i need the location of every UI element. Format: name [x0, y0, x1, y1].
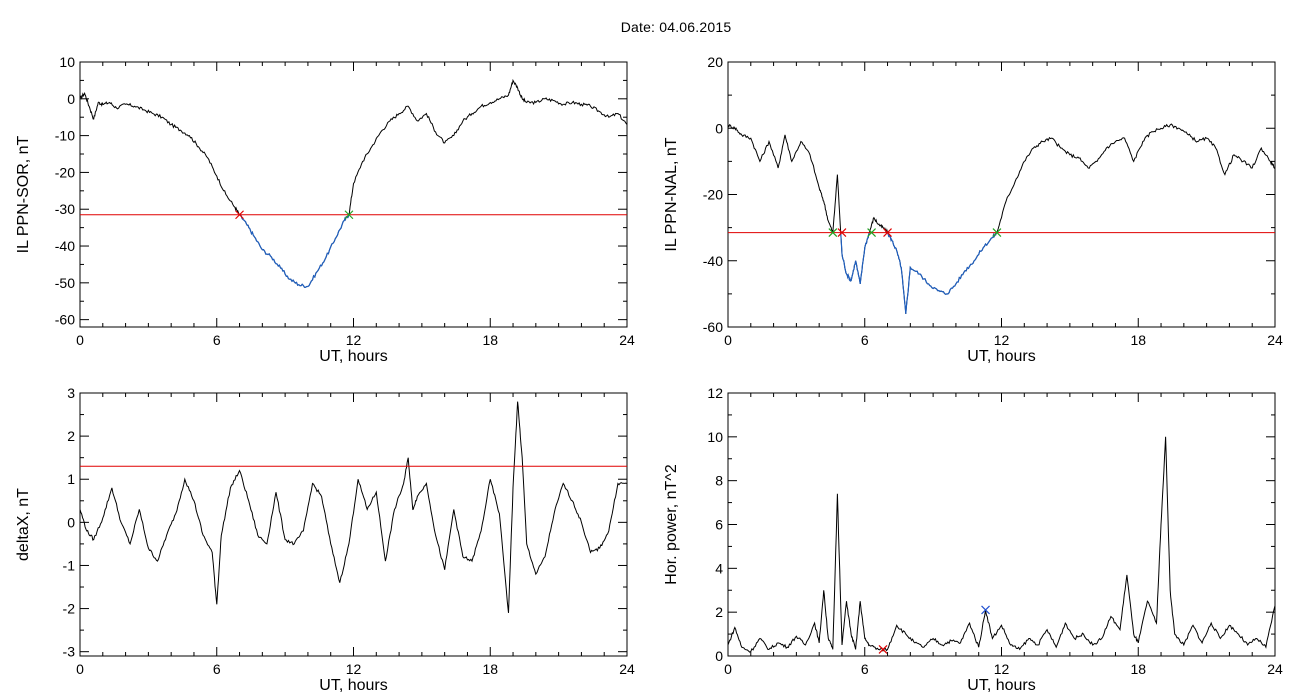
marker-stroke [828, 228, 838, 238]
x-tick-label: 12 [346, 332, 362, 348]
marker-stroke [344, 210, 354, 220]
x-tick-label: 24 [1267, 661, 1283, 677]
x-tick-label: 24 [619, 661, 635, 677]
plot-frame [727, 392, 1276, 657]
crossing-marker [867, 228, 877, 238]
y-tick-label: 6 [715, 517, 723, 533]
x-tick-label: 6 [213, 661, 221, 677]
crossing-marker [837, 228, 847, 238]
x-tick-label: 18 [1130, 661, 1146, 677]
y-tick-label: -3 [63, 644, 76, 660]
y-axis-label: IL PPN-SOR, nT [15, 135, 32, 253]
below-threshold-series [832, 232, 998, 314]
x-tick-label: 0 [724, 332, 732, 348]
data-series-line [80, 78, 627, 288]
y-tick-label: 8 [715, 473, 723, 489]
y-axis-label: deltaX, nT [15, 488, 32, 561]
y-tick-label: -60 [55, 312, 75, 328]
y-tick-label: 3 [67, 385, 75, 401]
x-tick-label: 0 [76, 332, 84, 348]
x-tick-label: 12 [346, 661, 362, 677]
crossing-marker [828, 228, 838, 238]
x-tick-label: 0 [724, 661, 732, 677]
x-tick-label: 12 [994, 661, 1010, 677]
crossing-marker [992, 228, 1002, 238]
x-axis-label: UT, hours [319, 348, 387, 365]
y-axis-label: IL PPN-NAL, nT [663, 137, 680, 251]
y-axis-label: Hor. power, nT^2 [663, 464, 680, 585]
plot-2: 0 6 12 18 24 20 0 -20 -40 -60 UT, hours IL PPN-NAL,… [663, 54, 1283, 365]
x-tick-label: 0 [76, 661, 84, 677]
y-tick-label: 2 [67, 428, 75, 444]
y-tick-label: -10 [55, 128, 75, 144]
marker-stroke [867, 228, 877, 238]
marker-stroke [981, 605, 990, 615]
y-tick-label: -40 [703, 253, 723, 269]
plot-3: 0 6 12 18 24 3 2 1 0 -1 -2 -3 UT, hours deltaX, nT [15, 385, 635, 694]
y-tick-label: -30 [55, 201, 75, 217]
marker-stroke [883, 228, 892, 238]
y-tick-label: -1 [63, 557, 76, 573]
marker-stroke [837, 228, 847, 238]
plot-1: 0 6 12 18 24 10 0 -10 -20 -30 -40 -50 -60 UT, hours IL… [15, 54, 635, 365]
crossing-marker [344, 210, 354, 220]
marker-stroke [878, 645, 888, 654]
x-tick-label: 24 [619, 332, 635, 348]
crossing-marker [235, 210, 244, 220]
plot-frame [79, 392, 628, 657]
x-tick-label: 18 [1130, 332, 1146, 348]
x-tick-label: 24 [1267, 332, 1283, 348]
y-tick-label: 20 [707, 54, 723, 70]
plot-frame [727, 61, 1276, 328]
x-axis-label: UT, hours [967, 677, 1035, 694]
data-series-line [728, 436, 1275, 653]
y-tick-label: -2 [63, 601, 76, 617]
y-tick-label: 0 [715, 120, 723, 136]
x-tick-label: 12 [994, 332, 1010, 348]
crossing-marker [878, 645, 888, 654]
x-axis-label: UT, hours [319, 677, 387, 694]
y-tick-label: 10 [707, 429, 723, 445]
crossing-marker [883, 228, 892, 238]
y-tick-label: -50 [55, 275, 75, 291]
y-tick-label: 0 [715, 648, 723, 664]
x-tick-label: 6 [213, 332, 221, 348]
plot-frame [79, 61, 628, 328]
y-tick-label: 0 [67, 514, 75, 530]
x-tick-label: 18 [482, 332, 498, 348]
chart-date-title: Date: 04.06.2015 [620, 19, 732, 35]
data-series-line [728, 123, 1275, 314]
data-series-line [80, 401, 627, 613]
x-axis-label: UT, hours [967, 348, 1035, 365]
marker-stroke [992, 228, 1002, 238]
y-tick-label: -60 [703, 319, 723, 335]
x-tick-label: 6 [861, 661, 869, 677]
plot-4: 0 6 12 18 24 12 10 8 6 4 2 0 UT, hours Hor. power, nT… [663, 385, 1283, 694]
x-tick-label: 18 [482, 661, 498, 677]
x-tick-label: 6 [861, 332, 869, 348]
y-tick-label: -40 [55, 238, 75, 254]
crossing-marker [981, 605, 990, 615]
y-tick-label: 2 [715, 604, 723, 620]
y-tick-label: -20 [55, 164, 75, 180]
y-tick-label: 10 [59, 54, 75, 70]
marker-stroke [235, 210, 244, 220]
y-tick-label: 1 [67, 471, 75, 487]
y-tick-label: 0 [67, 91, 75, 107]
y-tick-label: -20 [703, 187, 723, 203]
y-tick-label: 12 [707, 385, 723, 401]
y-tick-label: 4 [715, 560, 723, 576]
